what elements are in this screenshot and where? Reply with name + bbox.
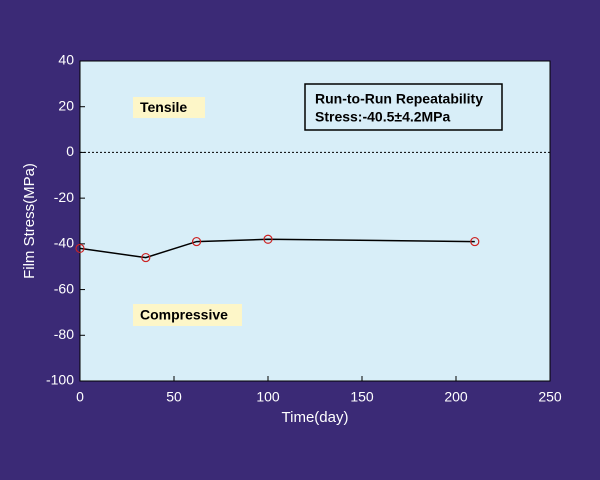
annotation-box (304, 83, 503, 131)
annotation-box-line: Stress:-40.5±4.2MPa (315, 109, 451, 125)
x-tick-label: 0 (76, 389, 84, 405)
annotation-bg (133, 304, 242, 326)
x-tick-label: 250 (538, 389, 562, 405)
x-axis-title: Time(day) (282, 409, 349, 426)
data-point (470, 236, 480, 247)
x-tick-label: 100 (256, 389, 280, 405)
x-tick-label: 200 (444, 389, 468, 405)
y-tick-label: -100 (46, 372, 74, 388)
data-point (263, 234, 273, 244)
data-point (75, 243, 85, 254)
x-tick-label: 50 (166, 389, 182, 405)
y-tick-label: -40 (54, 235, 74, 251)
data-point (141, 252, 151, 263)
y-axis-title: Film Stress(MPa) (21, 163, 38, 279)
annotation: Tensile (140, 99, 187, 115)
y-tick-label: -20 (54, 189, 74, 205)
series-line (79, 238, 475, 259)
y-tick-label: -80 (54, 326, 74, 342)
x-tick-label: 150 (350, 389, 374, 405)
y-tick-label: 0 (66, 143, 74, 159)
y-tick-label: 40 (58, 52, 74, 68)
data-point (191, 236, 202, 247)
y-tick-label: 20 (58, 97, 74, 113)
annotation-bg (133, 97, 205, 118)
y-tick-label: -60 (54, 280, 74, 296)
annotation-box-line: Run-to-Run Repeatability (315, 91, 483, 107)
annotation: Compressive (140, 307, 228, 323)
